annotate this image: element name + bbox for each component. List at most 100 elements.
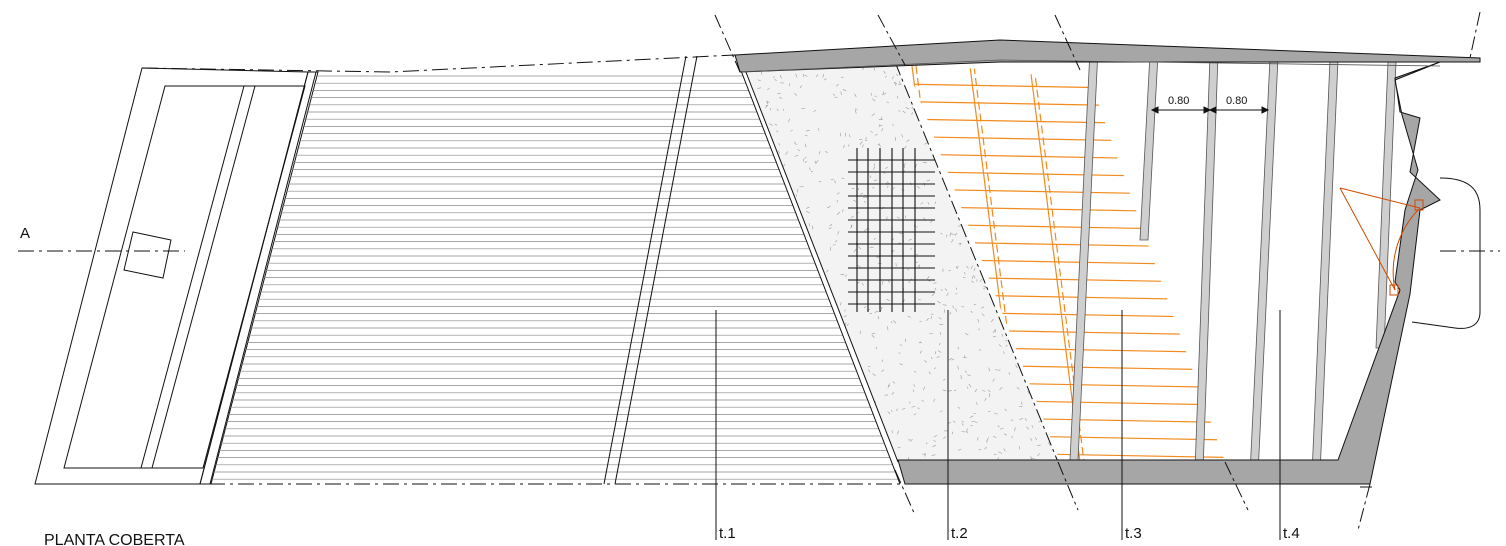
concrete-speckle <box>909 439 913 442</box>
concrete-speckle <box>837 231 840 235</box>
concrete-speckle <box>779 274 783 276</box>
concrete-speckle <box>842 209 844 213</box>
concrete-speckle <box>807 444 811 446</box>
concrete-speckle <box>742 128 745 130</box>
concrete-speckle <box>845 274 847 278</box>
concrete-speckle <box>998 91 1001 94</box>
concrete-speckle <box>951 197 956 199</box>
concrete-speckle <box>994 219 998 222</box>
concrete-speckle <box>948 389 953 392</box>
concrete-speckle <box>843 315 847 318</box>
concrete-speckle <box>991 270 995 273</box>
concrete-speckle <box>951 358 955 361</box>
concrete-speckle <box>1008 211 1011 216</box>
concrete-speckle <box>933 440 936 442</box>
concrete-speckle <box>776 154 779 157</box>
concrete-speckle <box>757 79 761 81</box>
concrete-speckle <box>752 165 755 169</box>
concrete-speckle <box>1034 297 1037 299</box>
concrete-speckle <box>1012 198 1016 200</box>
concrete-speckle <box>840 273 845 276</box>
concrete-speckle <box>933 282 937 284</box>
concrete-speckle <box>882 91 885 96</box>
concrete-speckle <box>778 428 781 433</box>
steel-beam <box>1375 61 1397 349</box>
concrete-speckle <box>957 448 962 451</box>
concrete-speckle <box>831 436 834 439</box>
concrete-speckle <box>765 359 767 363</box>
concrete-speckle <box>966 431 968 434</box>
concrete-speckle <box>896 73 899 76</box>
concrete-speckle <box>804 313 807 317</box>
concrete-speckle <box>1020 108 1024 112</box>
concrete-speckle <box>857 424 860 429</box>
concrete-speckle <box>840 76 844 78</box>
concrete-speckle <box>828 227 832 230</box>
concrete-speckle <box>883 70 886 74</box>
concrete-speckle <box>840 91 842 95</box>
concrete-speckle <box>938 343 941 346</box>
concrete-speckle <box>908 238 912 241</box>
concrete-speckle <box>1013 126 1017 129</box>
concrete-speckle <box>774 78 777 81</box>
right-annex <box>1411 177 1481 329</box>
concrete-speckle <box>937 68 941 71</box>
concrete-speckle <box>998 451 1003 454</box>
concrete-speckle <box>805 288 810 291</box>
concrete-speckle <box>783 108 785 111</box>
concrete-speckle <box>887 326 889 331</box>
concrete-speckle <box>779 74 782 79</box>
concrete-speckle <box>942 304 947 306</box>
concrete-speckle <box>868 369 871 373</box>
timber-batten <box>905 188 1225 196</box>
concrete-speckle <box>1041 234 1044 238</box>
concrete-speckle <box>786 290 789 292</box>
concrete-speckle <box>963 355 966 358</box>
concrete-speckle <box>1029 284 1032 287</box>
concrete-speckle <box>836 83 839 87</box>
concrete-speckle <box>817 404 820 407</box>
concrete-speckle <box>850 215 854 219</box>
concrete-speckle <box>788 232 792 234</box>
concrete-speckle <box>980 306 985 309</box>
concrete-speckle <box>940 232 943 235</box>
concrete-speckle <box>769 123 773 126</box>
dimension-label-1: 0.80 <box>1168 95 1189 107</box>
concrete-speckle <box>954 232 958 236</box>
concrete-speckle <box>906 139 910 143</box>
concrete-speckle <box>997 369 1001 371</box>
concrete-speckle <box>826 206 831 208</box>
concrete-speckle <box>932 90 936 93</box>
zone-label-t4: t.4 <box>1283 525 1300 542</box>
zone-leaders <box>715 310 1281 540</box>
concrete-speckle <box>752 288 756 292</box>
concrete-speckle <box>793 141 797 146</box>
concrete-speckle <box>885 450 887 454</box>
concrete-speckle <box>977 318 980 323</box>
concrete-speckle <box>957 365 959 370</box>
concrete-speckle <box>756 294 759 297</box>
concrete-speckle <box>785 424 788 429</box>
concrete-speckle <box>1052 131 1054 134</box>
concrete-speckle <box>992 336 996 338</box>
concrete-speckle <box>814 160 817 165</box>
concrete-speckle <box>1002 251 1005 254</box>
concrete-speckle <box>758 245 762 248</box>
concrete-speckle <box>1054 142 1058 146</box>
concrete-speckle <box>1054 195 1057 198</box>
concrete-speckle <box>1024 418 1027 421</box>
door-arc <box>1339 187 1424 296</box>
concrete-speckle <box>921 400 925 402</box>
concrete-speckle <box>963 99 966 102</box>
concrete-speckle <box>913 413 917 416</box>
dimension-lines <box>1150 106 1270 114</box>
concrete-speckle <box>948 184 951 187</box>
concrete-speckle <box>879 143 881 147</box>
concrete-speckle <box>939 332 942 335</box>
concrete-speckle <box>955 80 959 84</box>
concrete-speckle <box>794 154 799 157</box>
concrete-speckle <box>973 195 976 199</box>
concrete-speckle <box>1040 338 1043 341</box>
concrete-speckle <box>866 392 870 396</box>
concrete-speckle <box>857 264 861 268</box>
